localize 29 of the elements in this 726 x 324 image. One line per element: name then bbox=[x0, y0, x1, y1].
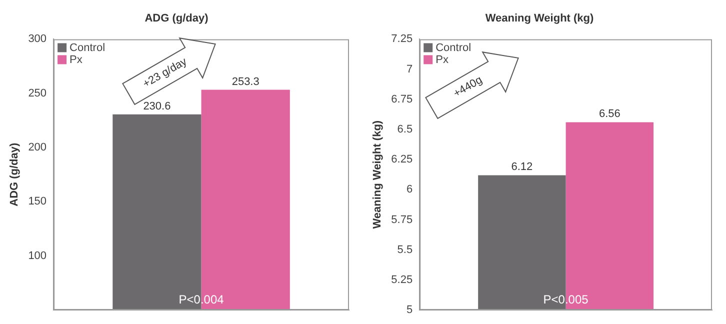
y-tick-label: 150 bbox=[28, 196, 47, 208]
annotation: P<0.005 bbox=[543, 292, 589, 306]
y-tick-label: 6.25 bbox=[391, 154, 413, 166]
legend-label: Control bbox=[70, 42, 106, 54]
data-label: 253.3 bbox=[232, 76, 260, 88]
data-label: 6.56 bbox=[598, 108, 620, 120]
y-tick-label: 6.5 bbox=[397, 124, 413, 136]
y-axis-title: ADG (g/day) bbox=[8, 142, 21, 206]
y-tick-label: 250 bbox=[28, 87, 47, 100]
y-tick-label: 5.5 bbox=[397, 244, 413, 256]
y-tick-label: 300 bbox=[28, 33, 47, 46]
legend-label: Control bbox=[436, 42, 472, 54]
y-tick-label: 7 bbox=[406, 63, 413, 76]
y-tick-label: 6.75 bbox=[391, 93, 413, 106]
y-tick-label: 100 bbox=[28, 250, 47, 262]
annotation: +440g bbox=[452, 74, 485, 100]
y-axis-title: Weaning Weight (kg) bbox=[372, 120, 384, 229]
y-tick-label: 200 bbox=[28, 142, 47, 154]
y-tick-label: 5.25 bbox=[391, 274, 413, 286]
data-label: 230.6 bbox=[143, 100, 171, 112]
y-tick-label: 5.75 bbox=[391, 214, 413, 226]
chart-title: Weaning Weight (kg) bbox=[485, 12, 594, 25]
chart-title: ADG (g/day) bbox=[144, 12, 209, 25]
y-tick-label: 6 bbox=[406, 184, 413, 196]
data-label: 6.12 bbox=[511, 161, 533, 174]
legend-label: Px bbox=[436, 54, 449, 66]
y-tick-label: 5 bbox=[406, 304, 413, 316]
legend-label: Px bbox=[70, 54, 83, 66]
y-tick-label: 7.25 bbox=[391, 33, 413, 46]
